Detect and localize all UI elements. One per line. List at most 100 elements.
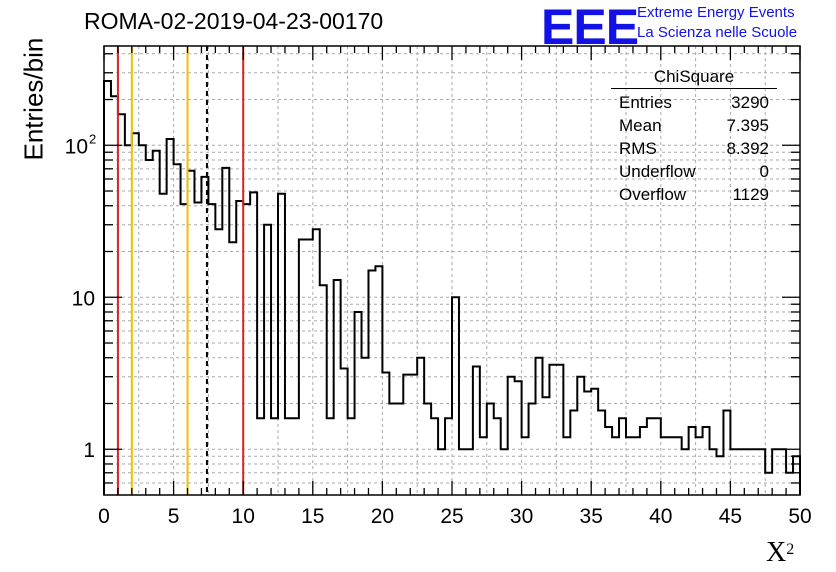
y-axis-label: Entries/bin	[18, 37, 49, 161]
histogram-bin	[633, 437, 640, 495]
histogram-bin	[626, 437, 633, 495]
histogram-bin	[591, 389, 598, 495]
stats-label: Underflow	[619, 162, 696, 181]
histogram-bin	[584, 391, 591, 495]
stats-label: Mean	[619, 116, 662, 135]
histogram-bin	[793, 456, 800, 495]
histogram-bin	[542, 397, 549, 495]
histogram-bin	[605, 427, 612, 495]
x-tick-label: 35	[580, 505, 603, 528]
histogram-bin	[236, 201, 243, 495]
stats-value: 1129	[732, 185, 769, 204]
x-tick-label: 25	[440, 505, 463, 528]
histogram-bin	[522, 437, 529, 495]
histogram-bin	[313, 229, 320, 495]
histogram-bin	[111, 96, 118, 495]
histogram-bin	[598, 410, 605, 495]
stats-row-entries: Entries 3290	[611, 91, 777, 114]
histogram-bin	[508, 377, 515, 495]
stats-row-overflow: Overflow 1129	[611, 183, 777, 206]
histogram-bin	[689, 427, 696, 495]
stats-row-mean: Mean 7.395	[611, 114, 777, 137]
histogram-bin	[536, 358, 543, 495]
stats-value: 3290	[731, 93, 769, 112]
chart-title: ROMA-02-2019-04-23-00170	[84, 8, 384, 34]
eee-logo-line2: La Scienza nelle Scuole	[637, 24, 798, 41]
x-tick-label: 30	[510, 505, 533, 528]
histogram-bin	[153, 151, 160, 495]
histogram-bin	[410, 375, 417, 495]
histogram-bin	[341, 368, 348, 495]
y-tick-label: 10	[72, 287, 95, 310]
x-tick-label: 5	[168, 505, 180, 528]
x-tick-label: 50	[788, 505, 811, 528]
x-tick-label: 10	[232, 505, 255, 528]
histogram-bin	[160, 194, 167, 495]
histogram-bin	[675, 437, 682, 495]
eee-logo-line1: Extreme Energy Events	[637, 4, 795, 21]
histogram-bin	[577, 377, 584, 495]
histogram-bin	[278, 194, 285, 495]
x-tick-label: 15	[301, 505, 324, 528]
y-tick-label: 10	[65, 135, 88, 158]
histogram-bin	[215, 229, 222, 495]
histogram-bin	[563, 437, 570, 495]
histogram-bin	[549, 365, 556, 495]
histogram-bin	[515, 381, 522, 495]
x-tick-label: 45	[719, 505, 742, 528]
histogram-bin	[661, 437, 668, 495]
stats-value: 7.395	[726, 116, 769, 135]
stats-label: Entries	[619, 93, 672, 112]
histogram-bin	[716, 456, 723, 495]
stats-title: ChiSquare	[611, 67, 777, 89]
stats-box: ChiSquare Entries 3290 Mean 7.395 RMS 8.…	[611, 67, 777, 206]
stats-row-underflow: Underflow 0	[611, 160, 777, 183]
histogram-bin	[208, 204, 215, 495]
histogram-bin	[188, 171, 195, 495]
histogram-bin	[417, 358, 424, 495]
histogram-bin	[556, 365, 563, 495]
histogram-bin	[167, 139, 174, 495]
histogram-bin	[480, 437, 487, 495]
stats-value: 0	[759, 162, 769, 181]
x-axis-label: X2	[766, 537, 795, 568]
stats-value: 8.392	[726, 139, 769, 158]
histogram-bin	[229, 242, 236, 495]
histogram-bin	[765, 473, 772, 495]
histogram-bin	[723, 410, 730, 495]
eee-logo: EEE	[541, 0, 639, 55]
histogram-bin	[382, 372, 389, 495]
histogram-bin	[194, 203, 201, 495]
y-tick-label-exponent: 2	[89, 131, 96, 146]
histogram-bin	[375, 266, 382, 495]
histogram-bin	[104, 81, 111, 495]
histogram-bin	[132, 133, 139, 495]
histogram-bin	[612, 437, 619, 495]
histogram-bin	[362, 358, 369, 495]
histogram-bin	[452, 297, 459, 495]
histogram-bin	[264, 225, 271, 495]
histogram-bin	[403, 375, 410, 495]
histogram-bin	[125, 145, 132, 495]
stats-label: RMS	[619, 139, 657, 158]
histogram-bin	[243, 204, 250, 495]
histogram-bin	[786, 473, 793, 495]
histogram-bin	[668, 437, 675, 495]
x-tick-label: 0	[98, 505, 110, 528]
stats-row-rms: RMS 8.392	[611, 137, 777, 160]
histogram-bin	[570, 410, 577, 495]
histogram-bin	[473, 367, 480, 495]
stats-label: Overflow	[619, 185, 687, 204]
y-tick-label: 1	[83, 439, 95, 462]
histogram-bin	[696, 437, 703, 495]
x-tick-label: 40	[649, 505, 672, 528]
histogram-bin	[640, 427, 647, 495]
histogram-bin	[181, 204, 188, 495]
histogram-bin	[703, 427, 710, 495]
x-tick-label: 20	[371, 505, 394, 528]
histogram-bin	[146, 160, 153, 495]
histogram-outline	[103, 79, 801, 495]
histogram-bin	[139, 145, 146, 495]
histogram-bin	[174, 164, 181, 495]
